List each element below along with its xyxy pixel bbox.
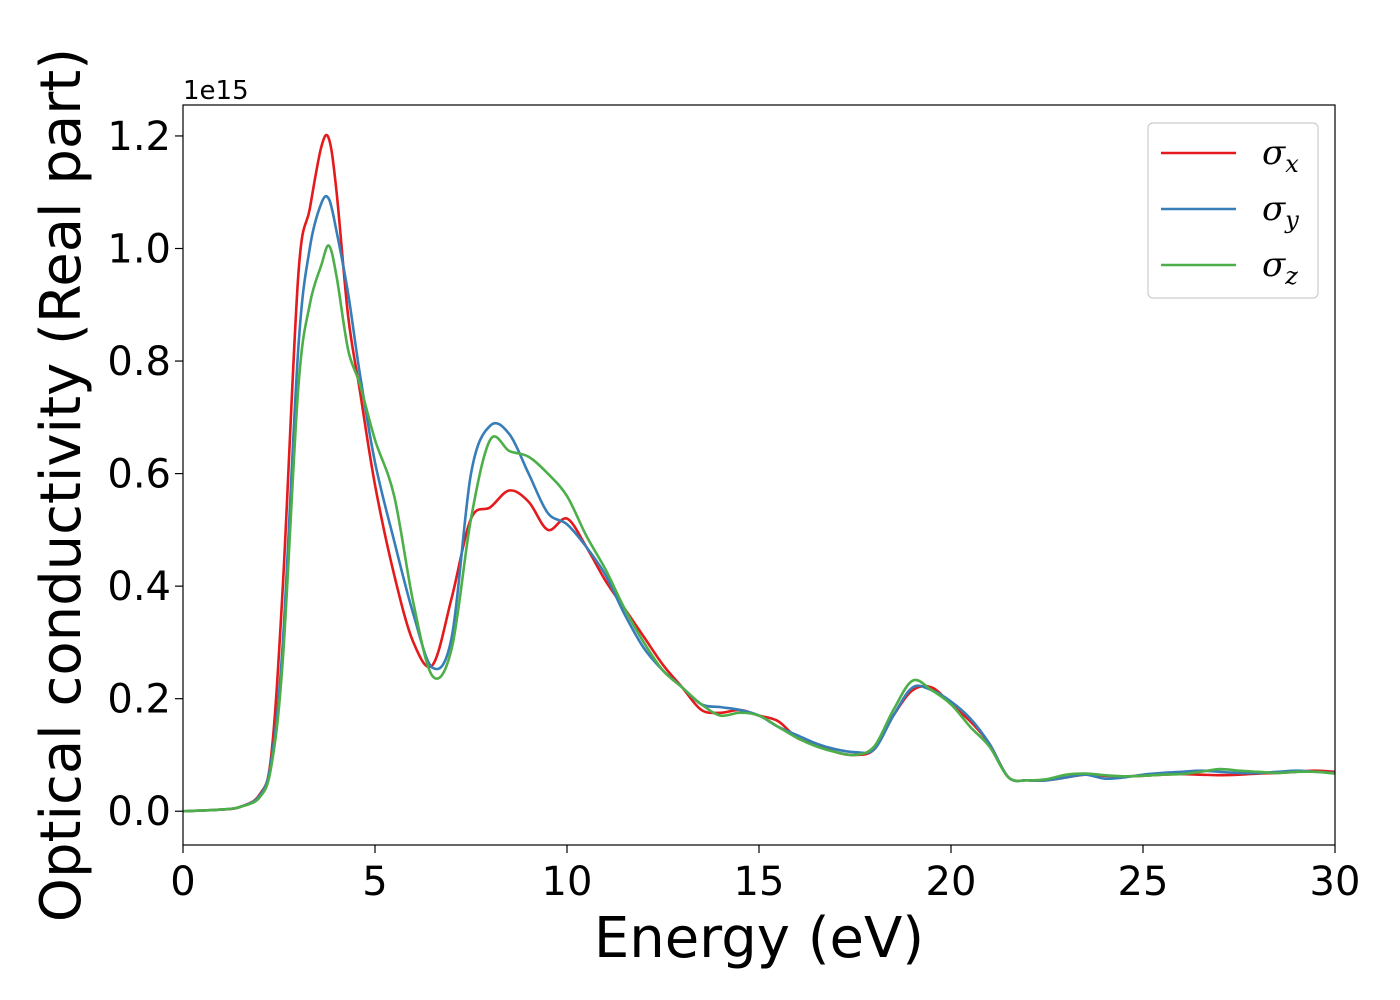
y-axis-ticks: 0.0 0.2 0.4 0.6 0.8 1.0 1.2 <box>107 114 183 835</box>
x-tick-label: 5 <box>362 859 387 905</box>
y-offset-label: 1e15 <box>183 76 249 106</box>
x-axis-ticks: 0 5 10 15 20 25 30 <box>170 845 1360 905</box>
y-axis-label: Optical conductivity (Real part) <box>29 48 94 922</box>
legend-label-x: σx <box>1262 133 1299 178</box>
x-tick-label: 0 <box>170 859 195 905</box>
x-tick-label: 20 <box>926 859 977 905</box>
series-layer <box>183 133 1335 813</box>
x-axis-label: Energy (eV) <box>594 906 924 971</box>
y-tick-label: 1.2 <box>107 114 171 160</box>
legend-label-z: σz <box>1262 245 1298 290</box>
y-tick-label: 1.0 <box>107 226 171 272</box>
y-tick-label: 0.4 <box>107 564 171 610</box>
legend: σx σy σz <box>1147 122 1319 299</box>
y-tick-label: 0.0 <box>107 789 171 835</box>
y-tick-label: 0.8 <box>107 339 171 385</box>
x-tick-label: 15 <box>734 859 785 905</box>
x-tick-label: 10 <box>542 859 593 905</box>
x-tick-label: 30 <box>1310 859 1361 905</box>
y-tick-label: 0.2 <box>107 677 171 723</box>
y-tick-label: 0.6 <box>107 452 171 498</box>
legend-label-y: σy <box>1262 189 1299 234</box>
series-line-z <box>183 244 1335 813</box>
legend-box <box>1147 122 1319 299</box>
x-tick-label: 25 <box>1118 859 1169 905</box>
